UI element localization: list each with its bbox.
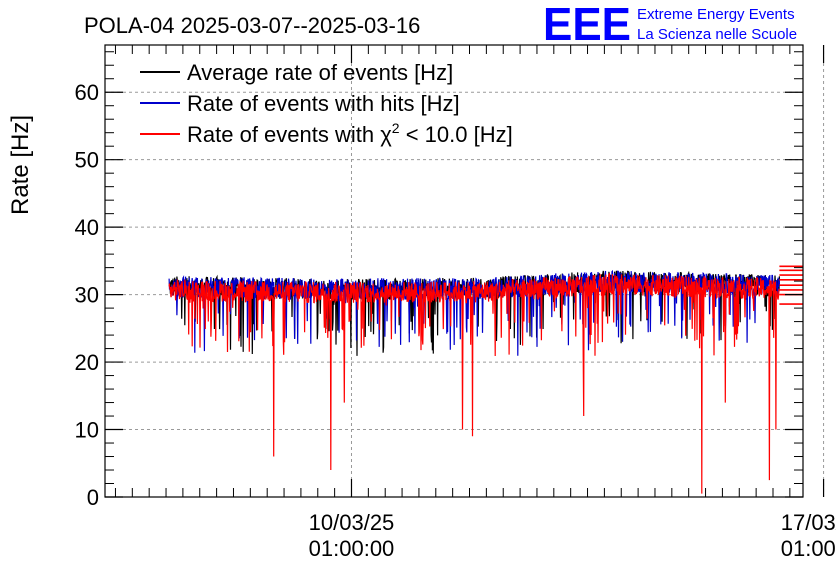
legend: Average rate of events [Hz] Rate of even… [140,60,513,147]
plot-frame [104,44,804,498]
y-tick-label: 60 [75,80,99,105]
legend-label-hits: Rate of events with hits [Hz] [187,91,460,116]
y-tick-label: 40 [75,215,99,240]
y-tick-label: 10 [75,418,99,443]
x-tick-label-date: 10/03/25 [309,510,395,535]
y-tick-label: 0 [87,485,99,510]
axis-ticks: 010203040506010/03/2501:00:0017/03/2501:… [75,45,836,561]
y-tick-label: 20 [75,350,99,375]
eee-logo: EEE Extreme Energy Events La Scienza nel… [543,0,797,50]
series-line-1 [168,269,780,356]
legend-label-chi2: Rate of events with χ2 < 10.0 [Hz] [187,120,513,147]
x-tick-label-time: 01:00:00 [781,536,836,561]
y-axis-label: Rate [Hz] [7,115,34,215]
x-tick-label-time: 01:00:00 [309,536,395,561]
logo-line-2: La Scienza nelle Scuole [637,26,797,43]
x-tick-label-date: 17/03/25 [781,510,836,535]
y-tick-label: 50 [75,148,99,173]
logo-line-1: Extreme Energy Events [637,6,795,23]
series-line-2 [168,272,780,494]
legend-label-average: Average rate of events [Hz] [187,60,453,85]
logo-letters: EEE [543,0,631,50]
y-tick-label: 30 [75,283,99,308]
chart-title: POLA-04 2025-03-07--2025-03-16 [84,13,420,38]
